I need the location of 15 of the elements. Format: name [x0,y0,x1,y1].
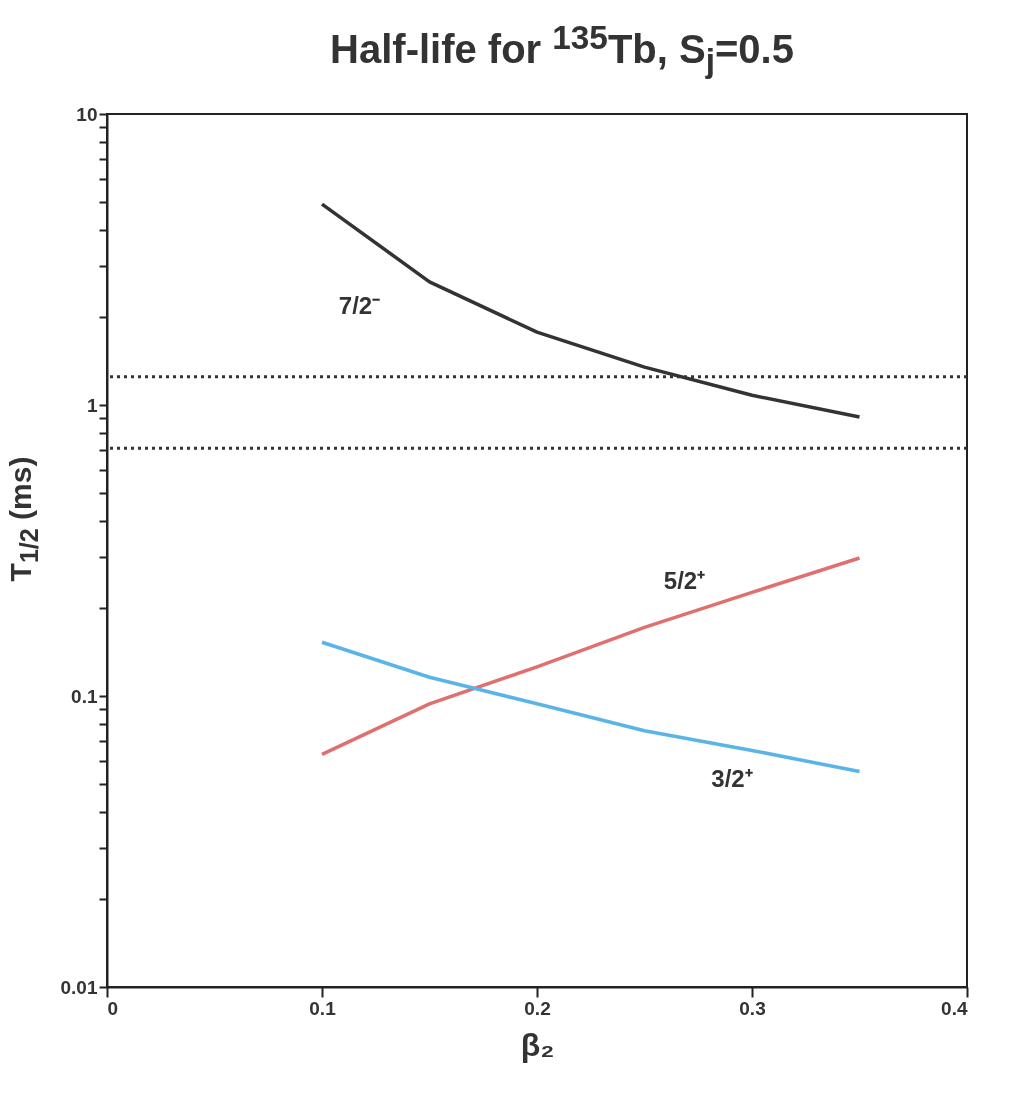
x-tick-label: 0 [107,997,119,1019]
line-series [320,556,862,757]
y-tick-label: 10 [76,103,98,125]
x-tick-label: 0.4 [941,997,968,1019]
series-label: 3/2⁺ [711,765,753,793]
series-label: 5/2⁺ [663,567,706,595]
x-tick-label: 0.3 [739,997,766,1019]
y-tick-label: 1 [86,394,98,416]
x-axis-title: β₂ [520,1026,555,1063]
x-tick-label: 0.1 [309,997,337,1019]
series-label: 7/2⁻ [338,291,381,319]
x-tick-label: 0.2 [524,997,551,1019]
chart-title: Half-life for $^{135}$Tb, S$_{j}$=0.5 [329,18,795,82]
y-tick-label: 0.01 [60,976,98,998]
y-tick-label: 0.1 [71,685,98,707]
